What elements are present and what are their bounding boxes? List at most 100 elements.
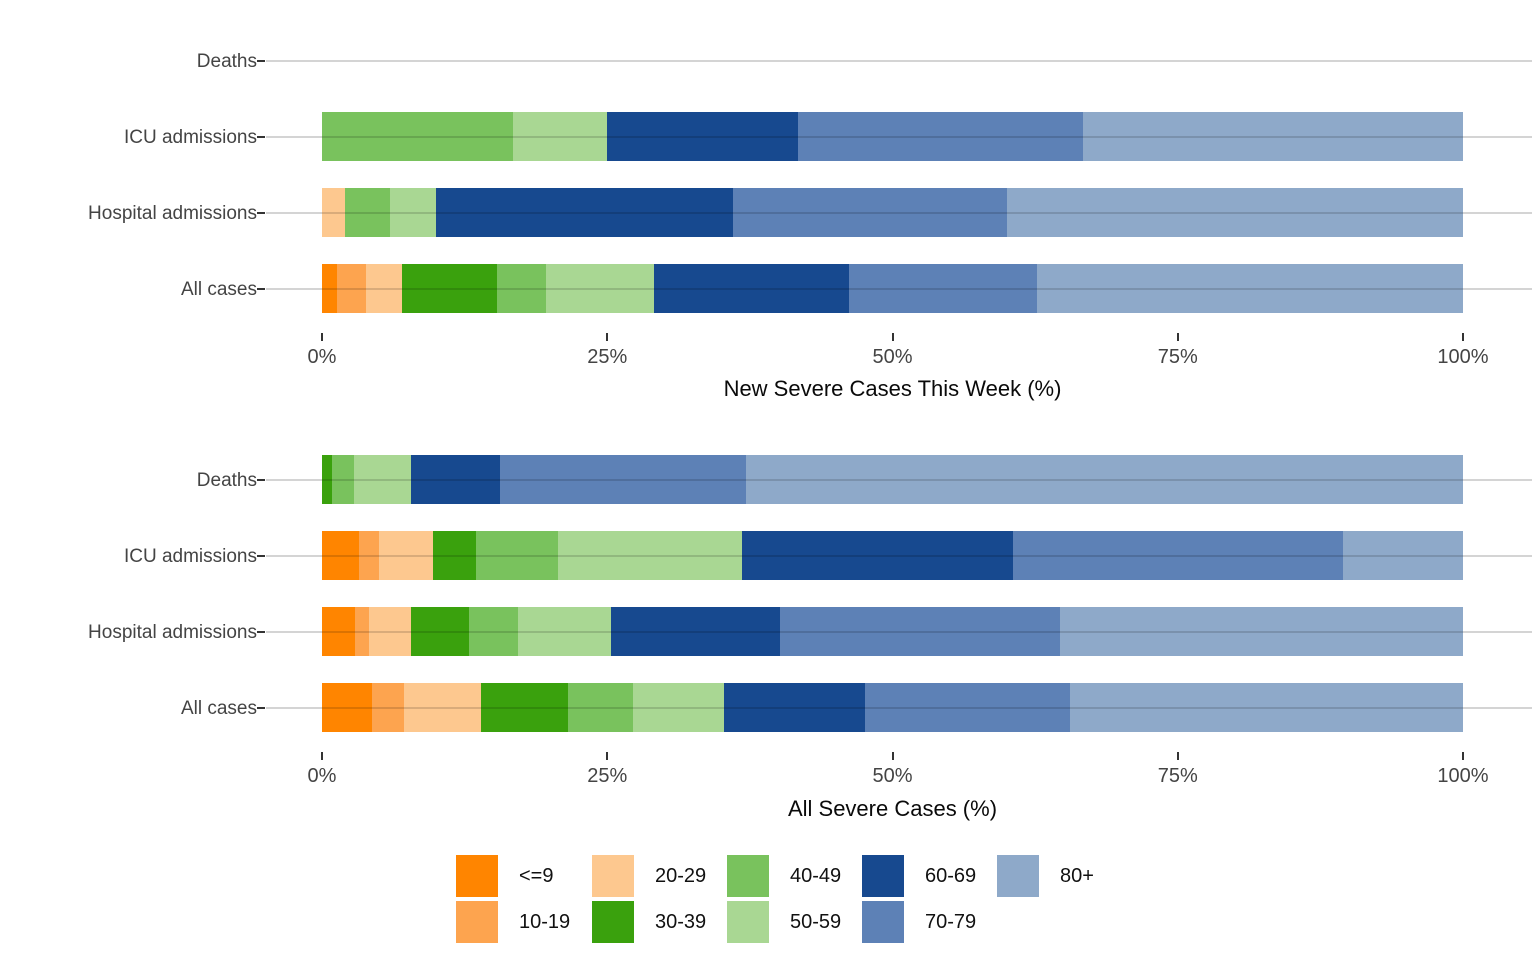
bar-segment-80+ bbox=[746, 455, 1463, 504]
legend-label-60-69: 60-69 bbox=[925, 865, 977, 887]
x-tick-label: 0% bbox=[307, 765, 337, 787]
legend-swatch-40-49 bbox=[727, 855, 769, 897]
bar-segment-40-49 bbox=[332, 455, 354, 504]
bar-segment-70-79 bbox=[1013, 531, 1344, 580]
bar-segment-20-29 bbox=[366, 264, 402, 313]
x-axis-tick bbox=[891, 752, 894, 760]
x-tick-label: 100% bbox=[1437, 765, 1489, 787]
bar-segment-70-79 bbox=[732, 188, 1007, 237]
legend-label-10-19: 10-19 bbox=[519, 911, 571, 933]
y-axis-tick bbox=[257, 707, 265, 709]
bar-segment-60-69 bbox=[654, 264, 850, 313]
bar-segment-60-69 bbox=[610, 607, 780, 656]
bar-segment-70-79 bbox=[849, 264, 1038, 313]
y-axis-tick bbox=[257, 212, 265, 214]
bar-segment-<=9 bbox=[322, 607, 356, 656]
bar-segment-70-79 bbox=[865, 683, 1071, 732]
legend-swatch-<=9 bbox=[456, 855, 498, 897]
bar-segment-<=9 bbox=[322, 264, 337, 313]
bar-segment-30-39 bbox=[432, 531, 477, 580]
bar-segment-<=9 bbox=[322, 531, 359, 580]
category-label: Deaths bbox=[196, 470, 257, 491]
gridline-overlay bbox=[322, 136, 1463, 138]
category-label: ICU admissions bbox=[123, 127, 257, 148]
bar-segment-20-29 bbox=[368, 607, 411, 656]
legend-swatch-80+ bbox=[997, 855, 1039, 897]
x-tick-label: 50% bbox=[872, 346, 913, 368]
category-label: Hospital admissions bbox=[88, 622, 257, 643]
y-axis-tick bbox=[257, 136, 265, 138]
bar-segment-40-49 bbox=[476, 531, 559, 580]
x-axis-title-all-severe: All Severe Cases (%) bbox=[787, 796, 998, 821]
x-axis-tick bbox=[606, 752, 609, 760]
legend-label-30-39: 30-39 bbox=[655, 911, 707, 933]
bar-segment-50-59 bbox=[390, 188, 437, 237]
bar-segment-60-69 bbox=[436, 188, 733, 237]
x-axis-tick bbox=[606, 333, 609, 341]
bar-segment-80+ bbox=[1060, 607, 1463, 656]
legend-swatch-60-69 bbox=[862, 855, 904, 897]
bar-segment-20-29 bbox=[322, 188, 345, 237]
bar-segment-50-59 bbox=[353, 455, 411, 504]
bar-segment-10-19 bbox=[358, 531, 380, 580]
gridline-overlay bbox=[322, 707, 1463, 709]
y-axis-tick bbox=[257, 288, 265, 290]
x-axis-tick bbox=[1176, 333, 1179, 341]
bar-segment-40-49 bbox=[322, 112, 513, 161]
x-axis-tick bbox=[1176, 752, 1179, 760]
gridline-overlay bbox=[322, 631, 1463, 633]
category-label: ICU admissions bbox=[123, 546, 257, 567]
y-axis-tick bbox=[257, 631, 265, 633]
x-tick-label: 75% bbox=[1157, 765, 1198, 787]
bar-segment-70-79 bbox=[797, 112, 1084, 161]
bar-segment-30-39 bbox=[480, 683, 569, 732]
legend-swatch-50-59 bbox=[727, 901, 769, 943]
category-label: All cases bbox=[180, 698, 257, 719]
bar-segment-<=9 bbox=[322, 683, 373, 732]
bar-segment-40-49 bbox=[496, 264, 546, 313]
x-tick-label: 25% bbox=[587, 346, 628, 368]
x-tick-label: 50% bbox=[872, 765, 913, 787]
legend-swatch-10-19 bbox=[456, 901, 498, 943]
bar-segment-40-49 bbox=[344, 188, 391, 237]
legend-label-<=9: <=9 bbox=[519, 865, 554, 887]
legend-label-50-59: 50-59 bbox=[790, 911, 842, 933]
bar-segment-30-39 bbox=[410, 607, 470, 656]
bar-segment-50-59 bbox=[633, 683, 724, 732]
gridline-overlay bbox=[322, 288, 1463, 290]
bar-segment-20-29 bbox=[379, 531, 433, 580]
x-axis-tick bbox=[321, 333, 323, 341]
x-axis-tick bbox=[891, 333, 894, 341]
y-axis-tick bbox=[257, 479, 265, 481]
x-tick-label: 75% bbox=[1157, 346, 1198, 368]
bar-segment-80+ bbox=[1083, 112, 1463, 161]
bar-segment-80+ bbox=[1343, 531, 1463, 580]
bar-segment-30-39 bbox=[401, 264, 497, 313]
x-axis-title-new-severe: New Severe Cases This Week (%) bbox=[723, 376, 1062, 401]
legend-swatch-70-79 bbox=[862, 901, 904, 943]
legend-label-20-29: 20-29 bbox=[655, 865, 707, 887]
bar-segment-10-19 bbox=[372, 683, 405, 732]
legend-label-70-79: 70-79 bbox=[925, 911, 977, 933]
legend-swatch-30-39 bbox=[592, 901, 634, 943]
category-label: All cases bbox=[180, 279, 257, 300]
bar-segment-60-69 bbox=[723, 683, 866, 732]
x-tick-label: 100% bbox=[1437, 346, 1489, 368]
legend-label-80+: 80+ bbox=[1060, 865, 1094, 887]
gridline-overlay bbox=[322, 479, 1463, 481]
bar-segment-60-69 bbox=[607, 112, 798, 161]
y-axis-tick bbox=[257, 60, 265, 62]
bar-segment-40-49 bbox=[568, 683, 634, 732]
gridline bbox=[266, 60, 1532, 62]
legend-swatch-20-29 bbox=[592, 855, 634, 897]
bar-segment-40-49 bbox=[469, 607, 519, 656]
bar-segment-60-69 bbox=[410, 455, 500, 504]
x-tick-label: 0% bbox=[307, 346, 337, 368]
gridline-overlay bbox=[322, 555, 1463, 557]
x-axis-tick bbox=[321, 752, 323, 760]
category-label: Deaths bbox=[196, 51, 257, 72]
bar-segment-60-69 bbox=[741, 531, 1014, 580]
bar-segment-50-59 bbox=[558, 531, 742, 580]
bar-segment-50-59 bbox=[518, 607, 611, 656]
